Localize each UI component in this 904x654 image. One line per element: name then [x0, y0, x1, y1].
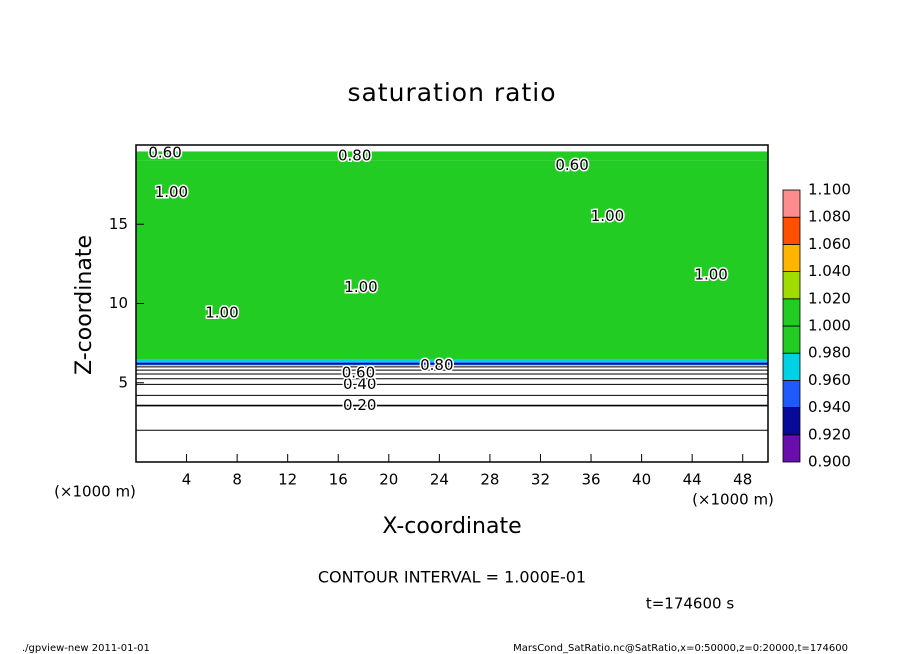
footer-left: ./gpview-new 2011-01-01 — [22, 643, 150, 654]
y-tick-label: 10 — [109, 294, 128, 312]
colorbar-label: 1.060 — [808, 235, 851, 253]
y-unit-label: (×1000 m) — [54, 483, 136, 501]
x-tick-label: 16 — [329, 471, 348, 489]
x-tick-label: 44 — [683, 471, 702, 489]
x-tick-label: 36 — [581, 471, 600, 489]
x-tick-label: 8 — [232, 471, 242, 489]
field-band — [136, 151, 768, 161]
contour-label: 0.60 — [148, 143, 181, 161]
contour-label: 0.80 — [338, 147, 371, 165]
field-band — [136, 145, 768, 152]
colorbar-box — [782, 243, 801, 272]
colorbar-label: 0.960 — [808, 371, 851, 389]
chart-title: saturation ratio — [347, 78, 556, 107]
colorbar-label: 1.100 — [808, 181, 851, 199]
colorbar-label: 0.980 — [808, 344, 851, 362]
x-tick-label: 48 — [733, 471, 752, 489]
colorbar-label: 0.940 — [808, 398, 851, 416]
colorbar-box — [782, 298, 801, 327]
x-tick-label: 28 — [480, 471, 499, 489]
contour-label: 0.80 — [420, 356, 453, 374]
contour-label: 0.40 — [343, 375, 376, 393]
contour-label: 1.00 — [205, 304, 238, 322]
y-tick-label: 5 — [118, 373, 128, 391]
colorbar-box — [782, 379, 801, 408]
colorbar-box — [782, 325, 801, 354]
contour-label: 1.00 — [694, 265, 727, 283]
time-label: t=174600 s — [646, 595, 734, 613]
contour-label: 1.00 — [591, 207, 624, 225]
x-tick-label: 24 — [430, 471, 449, 489]
field-band — [136, 160, 768, 359]
field-band — [136, 358, 768, 363]
contour-label: 0.60 — [555, 156, 588, 174]
x-tick-label: 12 — [278, 471, 297, 489]
contour-label: 1.00 — [344, 278, 377, 296]
colorbar-label: 0.900 — [808, 453, 851, 471]
x-tick-label: 32 — [531, 471, 550, 489]
colorbar-box — [782, 407, 801, 436]
footer-right: MarsCond_SatRatio.nc@SatRatio,x=0:50000,… — [513, 643, 848, 654]
x-unit-label: (×1000 m) — [692, 491, 774, 509]
contour-label: 0.60 — [342, 364, 375, 382]
y-tick-label: 15 — [109, 215, 128, 233]
y-axis-label: Z-coordinate — [72, 235, 97, 375]
contour-label: 1.00 — [155, 183, 188, 201]
x-tick-label: 4 — [182, 471, 192, 489]
x-tick-label: 40 — [632, 471, 651, 489]
colorbar-box — [782, 189, 801, 218]
colorbar-label: 1.080 — [808, 208, 851, 226]
colorbar-box — [782, 352, 801, 381]
colorbar-box — [782, 216, 801, 245]
field-band — [136, 365, 768, 462]
colorbar-label: 1.020 — [808, 289, 851, 307]
x-tick-label: 20 — [379, 471, 398, 489]
x-axis-label: X-coordinate — [382, 514, 521, 539]
colorbar-label: 1.040 — [808, 262, 851, 280]
contour-interval: CONTOUR INTERVAL = 1.000E-01 — [318, 568, 586, 587]
colorbar-label: 1.000 — [808, 317, 851, 335]
contour-label: 0.20 — [343, 396, 376, 414]
colorbar-box — [782, 434, 801, 463]
colorbar-label: 0.920 — [808, 425, 851, 443]
colorbar-box — [782, 271, 801, 300]
